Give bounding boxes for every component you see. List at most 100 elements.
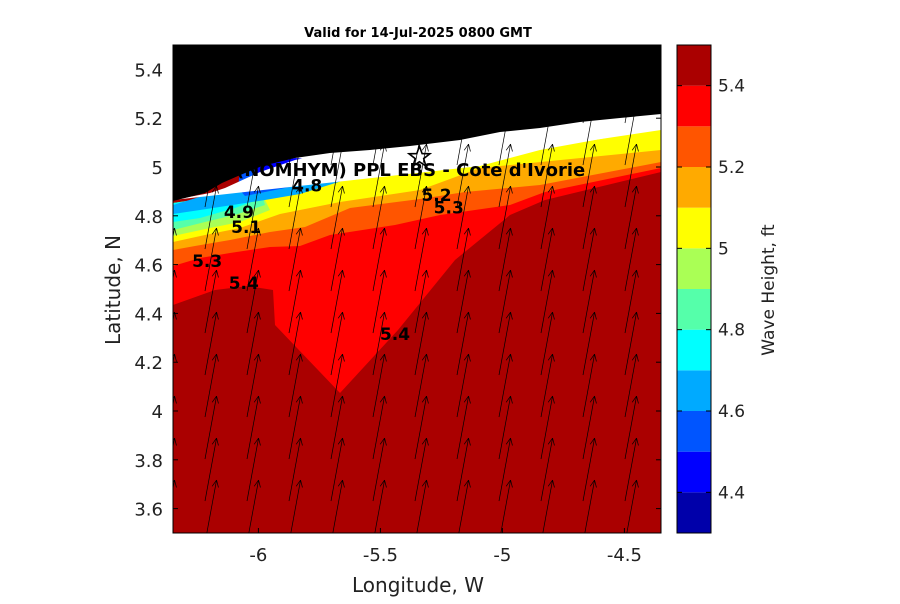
wave-arrow bbox=[540, 185, 555, 250]
wave-arrow bbox=[498, 227, 513, 292]
wave-arrow bbox=[372, 227, 387, 292]
colorbar-segment bbox=[677, 492, 711, 533]
y-tick-label: 4.4 bbox=[134, 304, 163, 325]
wave-arrow bbox=[247, 0, 260, 39]
wave-arrow bbox=[540, 353, 555, 418]
wave-arrow bbox=[372, 185, 387, 250]
contour-labels: 4.84.95.15.35.45.25.35.4 bbox=[192, 176, 464, 345]
wave-arrow bbox=[372, 101, 387, 166]
wave-arrow bbox=[372, 143, 387, 208]
wave-arrow bbox=[624, 185, 639, 250]
wave-arrow bbox=[330, 311, 345, 376]
contour-label: 5.1 bbox=[231, 218, 261, 238]
wave-arrow bbox=[288, 269, 303, 334]
colorbar-segment bbox=[677, 45, 711, 86]
wave-arrow bbox=[288, 395, 303, 460]
wave-arrow bbox=[582, 353, 597, 418]
y-tick-label: 3.8 bbox=[134, 451, 163, 472]
wave-arrow bbox=[204, 311, 219, 376]
colorbar-segment bbox=[677, 329, 711, 371]
wave-arrow bbox=[204, 395, 219, 460]
y-tick-label: 4 bbox=[152, 402, 163, 423]
y-tick-label: 5.2 bbox=[134, 109, 163, 130]
contour-label: 4.9 bbox=[224, 203, 254, 223]
wave-arrow bbox=[246, 101, 261, 166]
wave-arrow bbox=[246, 437, 261, 502]
x-tick-label: -5.5 bbox=[363, 545, 398, 566]
y-axis: 3.6 3.8 4 4.2 4.4 4.6 4.8 5 5.2 5.4 bbox=[134, 60, 661, 521]
wave-arrow bbox=[173, 101, 177, 113]
wave-arrow bbox=[540, 395, 555, 460]
coastal-strip bbox=[173, 114, 661, 200]
wave-arrow bbox=[582, 185, 597, 250]
wave-arrow bbox=[498, 45, 506, 82]
contour-label: 5.3 bbox=[192, 252, 222, 272]
wave-arrow bbox=[624, 59, 639, 124]
wave-arrow bbox=[173, 143, 177, 155]
y-tick-label: 5.4 bbox=[134, 60, 163, 81]
contour-label: 4.8 bbox=[292, 176, 322, 196]
wave-arrow bbox=[456, 227, 471, 292]
wave-arrow bbox=[498, 185, 513, 250]
wave-arrow bbox=[173, 479, 177, 491]
wave-arrow bbox=[625, 0, 638, 39]
wave-arrow bbox=[246, 269, 261, 334]
colorbar-label: Wave Height, ft bbox=[759, 224, 779, 356]
wave-arrow bbox=[414, 101, 429, 166]
wave-arrow bbox=[456, 311, 471, 376]
wave-arrow bbox=[624, 45, 632, 82]
y-tick-label: 5 bbox=[152, 158, 163, 179]
wave-arrow bbox=[624, 353, 639, 418]
wave-arrow bbox=[498, 269, 513, 334]
wave-arrow bbox=[173, 59, 177, 71]
wave-arrow bbox=[173, 227, 177, 239]
wave-arrow bbox=[330, 353, 345, 418]
x-tick-label: -6 bbox=[249, 545, 267, 566]
wave-arrow bbox=[163, 0, 176, 39]
wave-arrow bbox=[246, 227, 261, 292]
colorbar-tick-label: 5.4 bbox=[718, 77, 745, 97]
colorbar-segment bbox=[677, 167, 711, 208]
colorbar-segment bbox=[677, 411, 711, 452]
wave-arrow bbox=[498, 59, 513, 124]
wave-arrow bbox=[414, 353, 429, 418]
wave-arrow bbox=[288, 59, 303, 124]
colorbar-segment bbox=[677, 370, 711, 411]
wave-arrow bbox=[582, 143, 597, 208]
wave-arrow bbox=[540, 59, 555, 124]
x-axis-label: Longitude, W bbox=[352, 573, 484, 597]
wave-arrow bbox=[173, 437, 177, 449]
wave-arrow bbox=[330, 101, 345, 166]
wave-arrow bbox=[414, 45, 422, 82]
wave-arrow bbox=[330, 227, 345, 292]
wave-arrow bbox=[372, 269, 387, 334]
colorbar-frame bbox=[676, 44, 712, 534]
wave-arrow bbox=[288, 45, 296, 82]
wave-arrow bbox=[540, 269, 555, 334]
wave-arrow bbox=[330, 59, 345, 124]
y-tick-label: 3.6 bbox=[134, 500, 163, 521]
wave-arrow bbox=[456, 185, 471, 250]
site-label: (NOMHYM) PPL EBS - Cote d'Ivorie bbox=[236, 160, 585, 181]
wave-arrow bbox=[498, 353, 513, 418]
wave-arrow bbox=[541, 0, 554, 39]
wave-arrow bbox=[624, 143, 639, 208]
wave-arrow bbox=[582, 45, 590, 82]
wave-arrow bbox=[498, 437, 513, 502]
wave-arrow bbox=[582, 437, 597, 502]
wave-arrow bbox=[582, 227, 597, 292]
wave-arrow bbox=[372, 311, 387, 376]
wave-arrow bbox=[498, 311, 513, 376]
wave-arrow bbox=[456, 353, 471, 418]
wave-arrow bbox=[204, 59, 219, 124]
wave-arrow bbox=[330, 185, 345, 250]
x-axis: -6 -5.5 -5 -4.5 bbox=[249, 45, 642, 566]
colorbar-tick-label: 4.6 bbox=[718, 402, 745, 422]
wave-arrow bbox=[372, 395, 387, 460]
wave-arrow bbox=[540, 143, 555, 208]
wave-arrow bbox=[288, 185, 303, 250]
wave-arrow bbox=[540, 101, 555, 166]
contour-label: 5.3 bbox=[434, 198, 464, 218]
wave-arrow bbox=[204, 269, 219, 334]
